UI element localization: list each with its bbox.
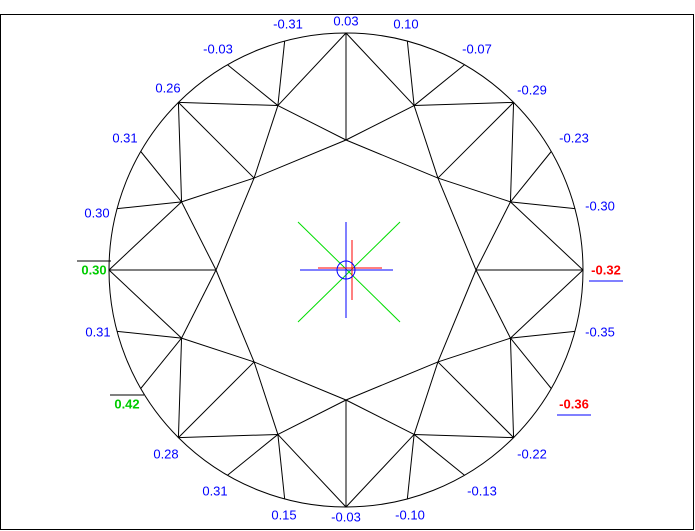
facet-line xyxy=(108,201,182,271)
facet-line xyxy=(277,434,347,508)
facet-line xyxy=(253,361,347,401)
facet-line xyxy=(406,41,415,106)
frame xyxy=(0,14,694,530)
facet-line xyxy=(181,337,255,363)
facet-line xyxy=(510,201,584,271)
facet-line xyxy=(215,269,255,363)
facet-line xyxy=(345,361,439,401)
facet-line xyxy=(277,32,347,106)
facet-line xyxy=(277,105,347,141)
facet-line xyxy=(437,102,514,179)
value-label: -0.03 xyxy=(331,509,361,524)
value-label: -0.07 xyxy=(462,41,492,56)
facet-line xyxy=(510,269,584,339)
facet-line xyxy=(510,330,575,339)
facet-line xyxy=(413,64,465,106)
value-label: -0.32 xyxy=(591,262,621,277)
value-label: 0.31 xyxy=(85,324,110,339)
facet-line xyxy=(178,433,278,439)
facet-line xyxy=(117,330,182,339)
value-label: 0.42 xyxy=(114,396,139,411)
facet-line xyxy=(277,41,286,106)
facet-line xyxy=(181,269,217,339)
value-label: 0.10 xyxy=(393,16,418,31)
facet-line xyxy=(181,201,217,271)
facet-line xyxy=(345,434,415,508)
value-label: 0.03 xyxy=(333,13,358,28)
value-label: -0.13 xyxy=(467,483,497,498)
facet-line xyxy=(414,101,514,107)
facet-line xyxy=(437,177,511,203)
facet-line xyxy=(178,101,278,107)
facet-line xyxy=(140,337,182,389)
facet-line xyxy=(215,177,255,271)
value-label: 0.30 xyxy=(81,262,106,277)
facet-line xyxy=(108,269,182,339)
labels: 0.03 0.10 -0.07 -0.29 -0.23 -0.30 -0.32 -0.35 -0… xyxy=(77,13,623,524)
value-label: -0.29 xyxy=(517,82,547,97)
facet-line xyxy=(227,64,279,106)
facet-line xyxy=(178,361,255,438)
facet-line xyxy=(509,102,515,202)
facet-line xyxy=(253,105,279,179)
facet-lines xyxy=(108,32,584,508)
facet-line xyxy=(413,105,439,179)
value-label: -0.31 xyxy=(273,16,303,31)
value-label: 0.30 xyxy=(84,205,109,220)
facet-line xyxy=(227,434,279,476)
facet-line xyxy=(345,32,415,106)
facet-line xyxy=(510,337,552,389)
facet-line xyxy=(509,338,515,438)
facet-line xyxy=(437,177,477,271)
value-label: -0.36 xyxy=(559,396,589,411)
facet-line xyxy=(345,139,439,179)
facet-line xyxy=(177,338,183,438)
marker-line xyxy=(297,221,401,323)
facet-line xyxy=(117,201,182,210)
facet-line xyxy=(181,177,255,203)
facet-line xyxy=(437,269,477,363)
facet-line xyxy=(178,102,255,179)
value-label: -0.35 xyxy=(585,324,615,339)
facet-line xyxy=(475,269,511,339)
center-marker xyxy=(297,221,401,323)
facet-line xyxy=(253,361,279,435)
facet-line xyxy=(414,433,514,439)
value-label: -0.30 xyxy=(585,198,615,213)
facet-line xyxy=(437,337,511,363)
facet-line xyxy=(413,434,465,476)
facet-line xyxy=(345,105,415,141)
facet-line xyxy=(475,201,511,271)
value-label: -0.23 xyxy=(559,130,589,145)
facet-line xyxy=(510,151,552,203)
value-label: -0.10 xyxy=(395,507,425,522)
facet-line xyxy=(177,102,183,202)
facet-line xyxy=(437,361,514,438)
facet-line xyxy=(253,139,347,179)
facet-line xyxy=(510,201,575,210)
value-label: -0.22 xyxy=(517,446,547,461)
facet-line xyxy=(140,151,182,203)
value-label: 0.15 xyxy=(271,507,296,522)
facet-line xyxy=(345,399,415,435)
marker-circle xyxy=(336,260,356,280)
facet-line xyxy=(277,434,286,499)
facet-line xyxy=(413,361,439,435)
facet-line xyxy=(277,399,347,435)
value-label: 0.31 xyxy=(202,483,227,498)
value-label: 0.28 xyxy=(153,446,178,461)
facet-line xyxy=(406,434,415,499)
value-label: 0.26 xyxy=(155,80,180,95)
value-label: -0.03 xyxy=(203,41,233,56)
value-label: 0.31 xyxy=(112,130,137,145)
